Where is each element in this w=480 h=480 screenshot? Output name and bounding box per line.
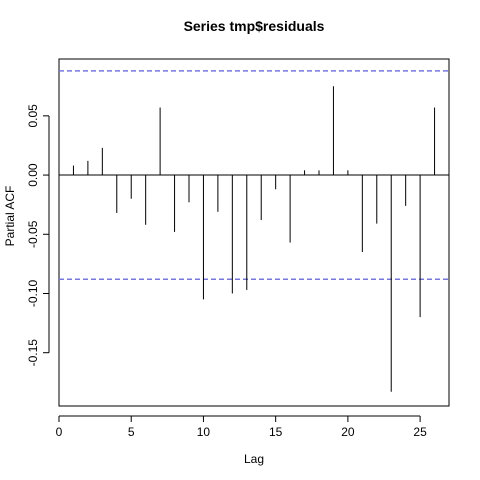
y-tick-label: -0.15 (26, 339, 40, 367)
y-tick-label: 0.00 (26, 163, 40, 187)
x-tick-label: 5 (128, 425, 135, 439)
x-tick-label: 10 (197, 425, 211, 439)
chart-title: Series tmp$residuals (184, 18, 325, 34)
y-tick-label: -0.10 (26, 279, 40, 307)
x-tick-label: 15 (269, 425, 283, 439)
x-axis-label: Lag (244, 452, 264, 466)
reference-lines (59, 70, 449, 281)
x-tick-label: 0 (56, 425, 63, 439)
y-axis: -0.15 -0.10 -0.05 0.00 0.05 (26, 104, 50, 367)
y-axis-label: Partial ACF (3, 186, 17, 247)
plot-frame (58, 58, 450, 407)
pacf-bars (72, 86, 436, 392)
x-tick-label: 20 (341, 425, 355, 439)
y-tick-label: 0.05 (26, 104, 40, 128)
x-tick-label: 25 (413, 425, 427, 439)
y-tick-label: -0.05 (26, 220, 40, 248)
x-axis: 0 5 10 15 20 25 (56, 415, 427, 439)
